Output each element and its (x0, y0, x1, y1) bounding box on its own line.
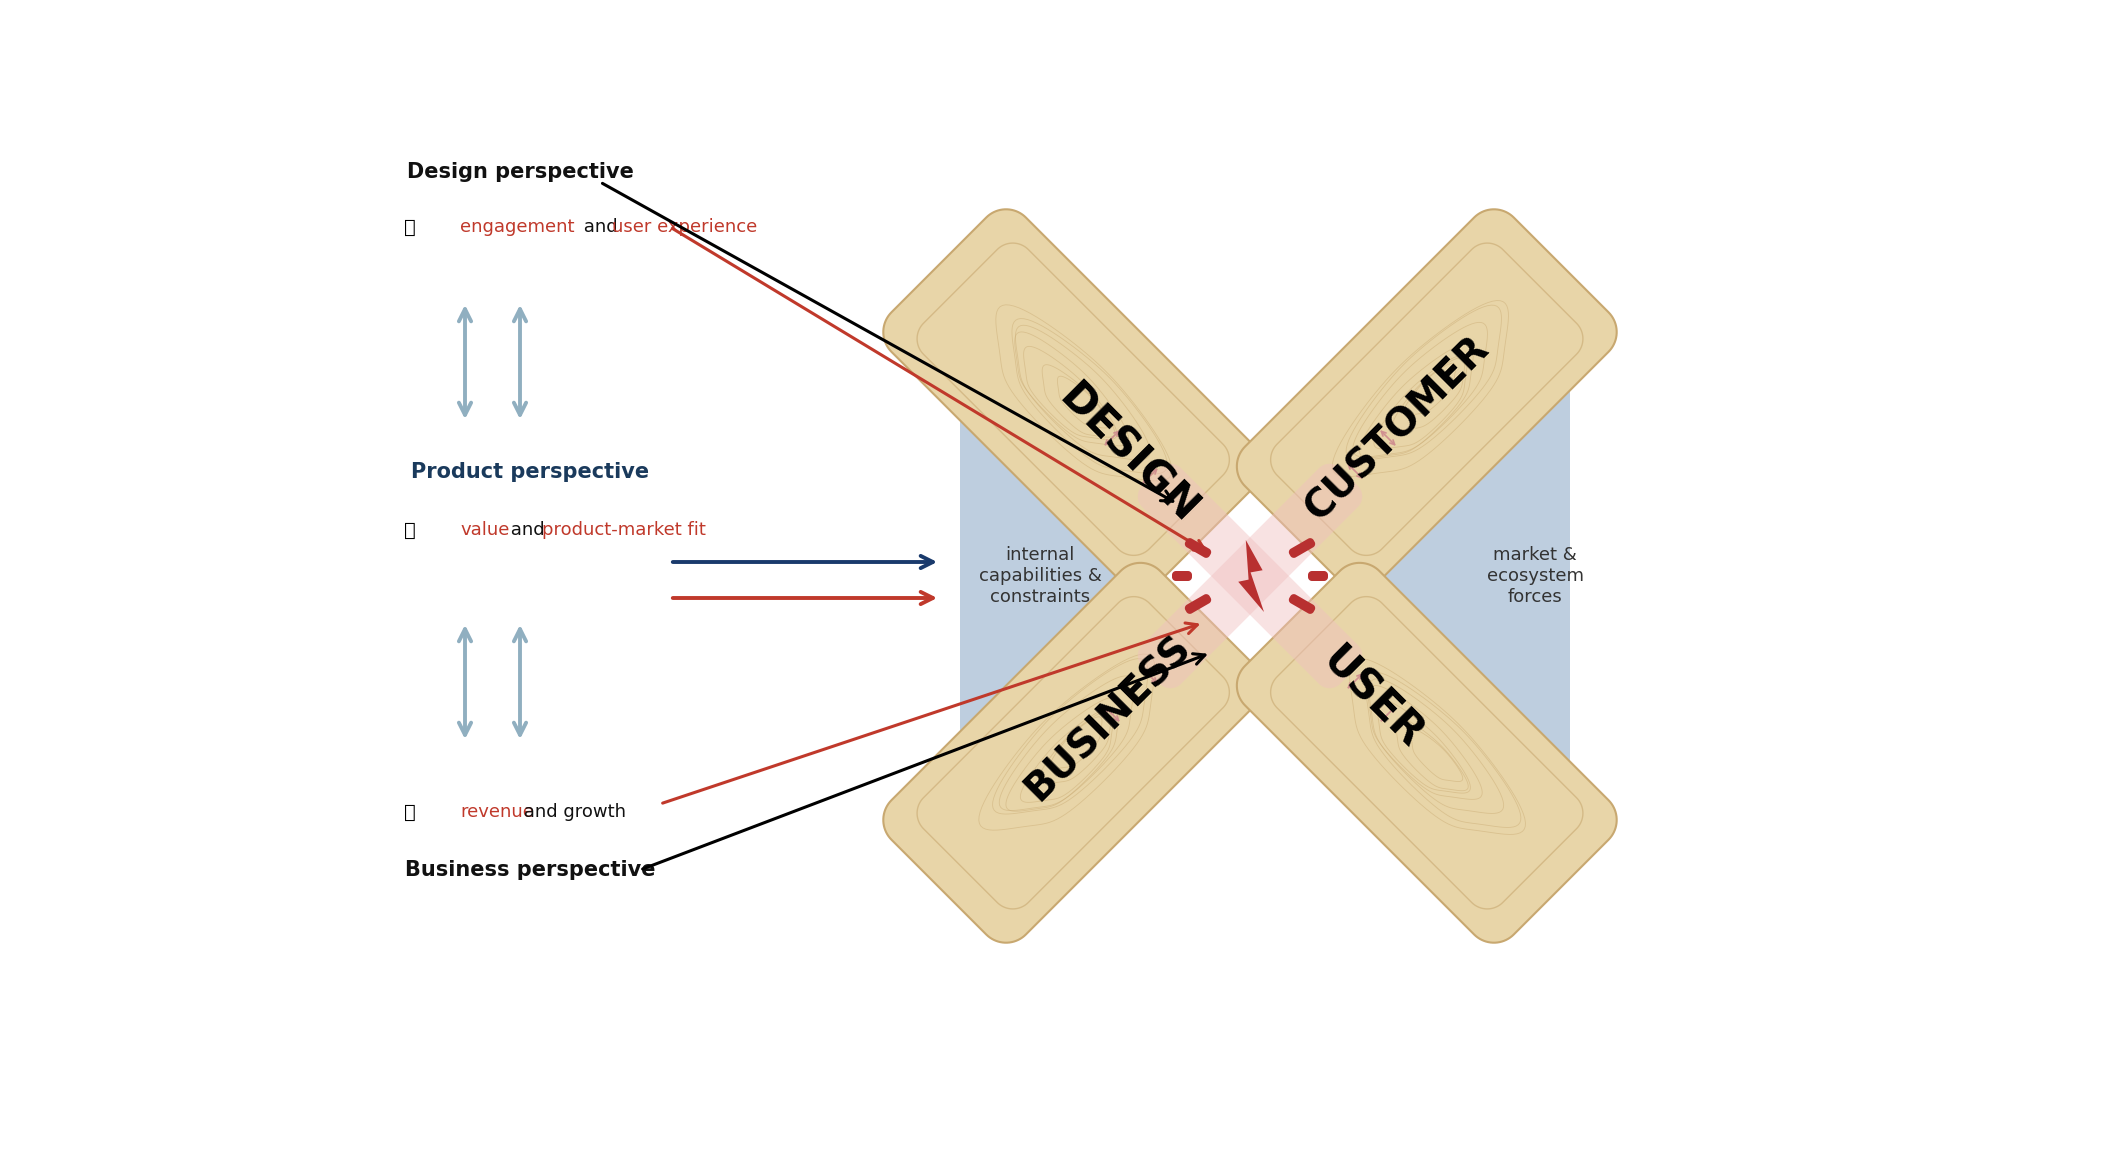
Text: internal
capabilities &
constraints: internal capabilities & constraints (979, 546, 1101, 606)
Polygon shape (1290, 594, 1315, 614)
Polygon shape (884, 210, 1264, 589)
Text: and: and (505, 521, 550, 539)
Polygon shape (1309, 571, 1328, 581)
Text: value: value (461, 521, 509, 539)
Polygon shape (1237, 210, 1617, 589)
Polygon shape (1137, 464, 1361, 688)
Text: and growth: and growth (518, 803, 626, 821)
Text: product-market fit: product-market fit (541, 521, 706, 539)
Text: DESIGN: DESIGN (1051, 377, 1205, 532)
Polygon shape (1239, 540, 1264, 612)
Text: 🎯: 🎯 (404, 218, 416, 236)
Polygon shape (960, 346, 1146, 806)
Text: USER: USER (1313, 639, 1431, 757)
Text: and: and (577, 218, 624, 236)
Text: CUSTOMER: CUSTOMER (1298, 329, 1497, 529)
Text: Design perspective: Design perspective (406, 162, 634, 182)
Polygon shape (1374, 346, 1571, 806)
Text: 🎯: 🎯 (404, 521, 416, 539)
Text: user experience: user experience (611, 218, 757, 236)
Polygon shape (884, 563, 1264, 942)
Polygon shape (1171, 571, 1192, 581)
Text: Business perspective: Business perspective (404, 861, 655, 880)
Polygon shape (1237, 563, 1617, 942)
Text: Product perspective: Product perspective (410, 462, 649, 482)
Text: 🎯: 🎯 (404, 803, 416, 821)
Polygon shape (1184, 538, 1211, 558)
Polygon shape (1184, 594, 1211, 614)
Text: revenue: revenue (461, 803, 535, 821)
Polygon shape (1290, 538, 1315, 558)
Text: BUSINESS: BUSINESS (1019, 628, 1199, 808)
Polygon shape (1137, 464, 1361, 688)
Text: market &
ecosystem
forces: market & ecosystem forces (1486, 546, 1583, 606)
Text: engagement: engagement (461, 218, 575, 236)
